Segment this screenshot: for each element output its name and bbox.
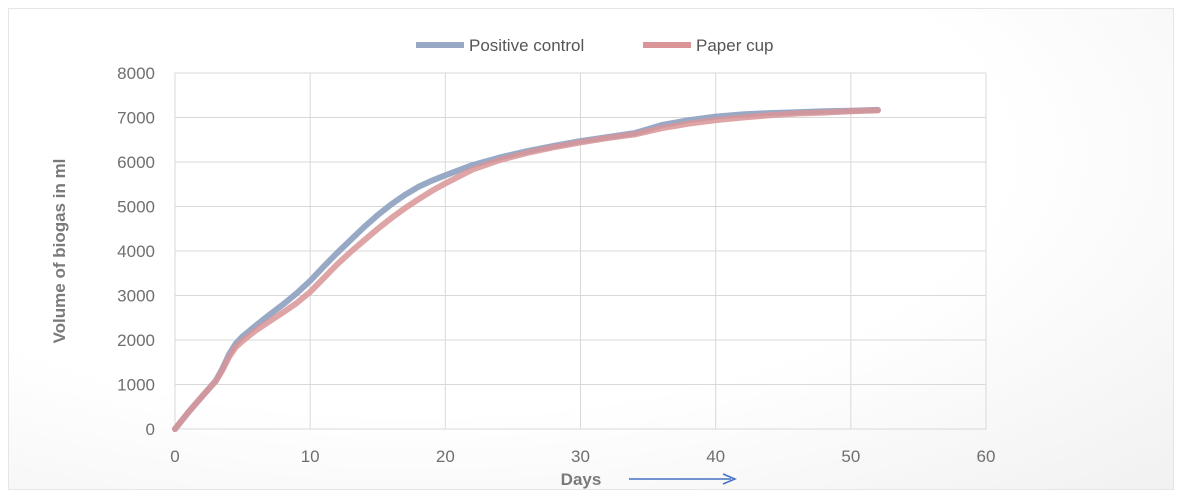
series-lines (172, 106, 881, 432)
grid (174, 72, 987, 430)
y-tick-label: 6000 (117, 153, 155, 172)
y-tick-label: 8000 (117, 64, 155, 83)
y-axis-title: Volume of biogas in ml (50, 159, 69, 344)
y-tick-label: 4000 (117, 242, 155, 261)
y-tick-label: 7000 (117, 109, 155, 128)
x-tick-label: 40 (706, 447, 725, 466)
x-tick-label: 20 (436, 447, 455, 466)
y-tick-label: 0 (146, 420, 155, 439)
y-tick-label: 2000 (117, 331, 155, 350)
x-tick-label: 50 (841, 447, 860, 466)
legend: Positive control Paper cup (416, 36, 774, 55)
x-tick-label: 30 (571, 447, 590, 466)
x-axis-ticks: 0 10 20 30 40 50 60 (170, 447, 995, 466)
y-tick-label: 3000 (117, 287, 155, 306)
y-tick-label: 1000 (117, 376, 155, 395)
series-line-positive-control (172, 106, 881, 432)
x-tick-label: 10 (301, 447, 320, 466)
line-chart: 0 1000 2000 3000 4000 5000 6000 7000 8000 0 10 20 3… (50, 36, 995, 489)
x-tick-label: 60 (977, 447, 996, 466)
x-axis-title: Days (561, 470, 602, 489)
x-tick-label: 0 (170, 447, 179, 466)
y-tick-label: 5000 (117, 198, 155, 217)
legend-label-positive-control: Positive control (469, 36, 584, 55)
days-arrow-head (722, 473, 737, 485)
y-axis-ticks: 0 1000 2000 3000 4000 5000 6000 7000 8000 (117, 64, 155, 439)
legend-label-paper-cup: Paper cup (696, 36, 774, 55)
chart-frame: 0 1000 2000 3000 4000 5000 6000 7000 8000 0 10 20 3… (8, 8, 1174, 490)
series-line-paper-cup (172, 107, 881, 432)
